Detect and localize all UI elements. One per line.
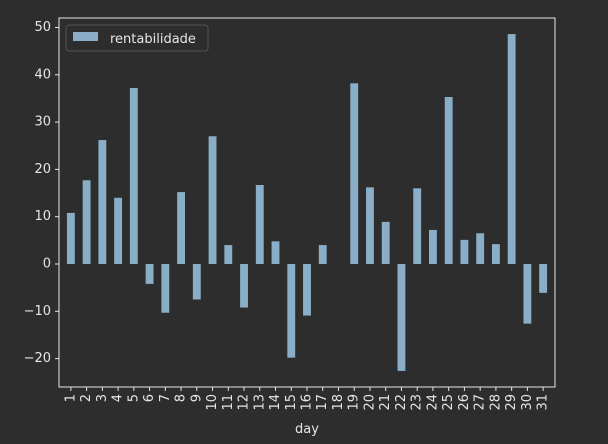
- bar-day-4: [114, 197, 123, 264]
- x-tick-label: 5: [126, 394, 141, 402]
- y-tick-label: 40: [34, 67, 51, 82]
- y-tick-label: 50: [34, 20, 51, 35]
- y-tick-label: −20: [24, 351, 51, 366]
- legend-label: rentabilidade: [110, 32, 196, 47]
- bar-day-23: [413, 188, 422, 264]
- x-tick-label: 30: [520, 394, 535, 411]
- x-tick-label: 10: [205, 394, 220, 411]
- x-tick-label: 19: [347, 394, 362, 411]
- x-tick-label: 12: [237, 394, 252, 411]
- y-tick-label: −10: [24, 304, 51, 319]
- x-tick-label: 4: [111, 394, 126, 402]
- plot-frame: [58, 17, 556, 388]
- y-tick-label: 10: [34, 209, 51, 224]
- x-tick-label: 23: [410, 394, 425, 411]
- bar-day-28: [491, 244, 500, 264]
- bar-day-2: [82, 180, 91, 264]
- bar-day-24: [429, 229, 437, 264]
- x-axis: 1 2 3 4 5 6 7 8 9 10 11 12 13 14 15 16 17 18 19 20 21 22 23 24 2…: [63, 387, 551, 411]
- x-tick-label: 7: [158, 394, 173, 402]
- bar-day-12: [240, 264, 248, 308]
- bar-day-13: [255, 184, 264, 264]
- y-tick-label: 20: [34, 162, 51, 177]
- x-tick-label: 29: [504, 394, 519, 411]
- bar-day-8: [177, 192, 185, 264]
- legend-box: [65, 24, 209, 52]
- bar-day-21: [381, 221, 390, 264]
- bars-group: [66, 34, 548, 371]
- x-tick-label: 26: [457, 394, 472, 411]
- x-tick-label: 25: [441, 394, 456, 411]
- bar-day-31: [539, 264, 548, 293]
- x-tick-label: 16: [300, 394, 315, 411]
- x-tick-label: 24: [425, 394, 440, 411]
- bar-day-30: [523, 264, 532, 324]
- x-tick-label: 6: [142, 394, 157, 402]
- legend-swatch: [73, 32, 98, 41]
- legend: rentabilidade: [65, 24, 209, 52]
- plot-area: [59, 18, 555, 387]
- x-tick-label: 22: [394, 394, 409, 411]
- bar-day-20: [366, 187, 374, 264]
- bar-day-17: [318, 245, 327, 264]
- x-tick-label: 18: [331, 394, 346, 411]
- x-tick-label: 1: [63, 394, 78, 402]
- bar-day-10: [208, 136, 217, 264]
- x-tick-label: 2: [79, 394, 94, 402]
- x-tick-label: 31: [536, 394, 551, 411]
- y-axis: −20 −10 0 10 20 30 40 50: [24, 20, 59, 366]
- y-tick-label: 0: [43, 257, 51, 272]
- x-tick-label: 3: [95, 394, 110, 402]
- x-tick-label: 9: [189, 394, 204, 402]
- bar-day-27: [476, 233, 485, 264]
- bar-day-9: [192, 264, 201, 300]
- bar-day-6: [145, 264, 154, 284]
- bar-day-1: [66, 212, 75, 264]
- x-tick-label: 20: [362, 394, 377, 411]
- bar-day-25: [444, 97, 453, 264]
- bar-day-29: [507, 34, 516, 265]
- x-tick-label: 21: [378, 394, 393, 411]
- x-tick-label: 27: [473, 394, 488, 411]
- x-tick-label: 28: [488, 394, 503, 411]
- bar-day-11: [224, 245, 233, 264]
- x-tick-label: 17: [315, 394, 330, 411]
- y-tick-label: 30: [34, 115, 51, 130]
- x-tick-label: 13: [252, 394, 267, 411]
- bar-day-19: [350, 83, 359, 265]
- x-tick-label: 8: [174, 394, 189, 402]
- bar-day-5: [129, 88, 138, 264]
- bar-day-3: [98, 140, 107, 264]
- bar-day-22: [397, 264, 406, 371]
- bar-day-14: [271, 241, 280, 264]
- bar-day-7: [161, 264, 170, 313]
- x-axis-title: day: [295, 422, 319, 437]
- x-tick-label: 11: [221, 394, 236, 411]
- bar-day-26: [460, 239, 469, 264]
- x-tick-label: 14: [268, 394, 283, 411]
- x-tick-label: 15: [284, 394, 299, 411]
- bar-day-16: [303, 264, 311, 316]
- bar-day-15: [287, 264, 296, 358]
